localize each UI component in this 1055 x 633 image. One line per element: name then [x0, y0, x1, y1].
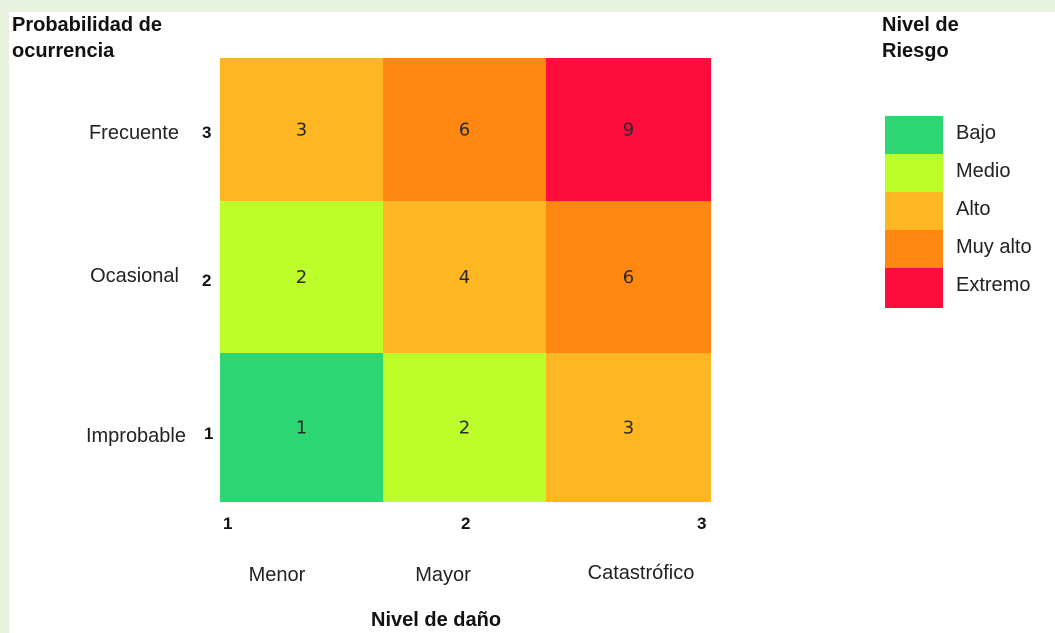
heatmap-cell-value-3-3: 9 [623, 120, 634, 141]
y-category-improbable: Improbable [85, 425, 186, 447]
x-category-mayor: Mayor [415, 564, 471, 586]
legend-label: Muy alto [956, 236, 1032, 258]
y-tick-2: 2 [202, 271, 212, 290]
heatmap-cell-value-3-2: 6 [623, 267, 634, 288]
heatmap-cell-value-2-2: 4 [459, 267, 470, 288]
legend-label: Bajo [956, 122, 997, 144]
legend-title-line1: Nivel de [882, 14, 959, 36]
legend-swatch [885, 192, 943, 230]
heatmap-cell-3-3 [546, 58, 711, 201]
x-tick-3: 3 [697, 514, 707, 533]
heatmap-cell-3-1 [546, 353, 711, 502]
heatmap-cell-value-3-1: 3 [623, 418, 634, 439]
heatmap-cell-1-2 [220, 201, 383, 353]
y-axis-title-line1: Probabilidad de [12, 14, 163, 36]
heatmap-cell-value-2-3: 6 [459, 120, 470, 141]
heatmap-cell-value-1-2: 2 [296, 267, 307, 288]
legend-title: Nivel de Riesgo [882, 12, 959, 64]
y-category-ocasional: Ocasional [90, 265, 179, 287]
x-axis-title: Nivel de daño [371, 609, 502, 631]
legend-swatch [885, 230, 943, 268]
heatmap-cell-value-1-1: 1 [296, 418, 307, 439]
legend-swatch [885, 116, 943, 154]
heatmap-cell-3-2 [546, 201, 711, 353]
heatmap-cell-1-1 [220, 353, 383, 502]
legend-label: Alto [956, 198, 991, 220]
chart-canvas: Probabilidad de ocurrencia Nivel de Ries… [9, 12, 1055, 633]
legend-title-line2: Riesgo [882, 40, 949, 62]
y-axis-title-line2: ocurrencia [12, 40, 115, 62]
heatmap-cell-2-3 [383, 58, 546, 201]
y-tick-3: 3 [202, 123, 212, 142]
x-tick-2: 2 [461, 514, 471, 533]
heatmap-cell-value-2-1: 2 [459, 418, 470, 439]
heatmap-cell-2-1 [383, 353, 546, 502]
heatmap-cell-value-1-3: 3 [296, 120, 307, 141]
legend-swatch [885, 154, 943, 192]
legend-label: Extremo [956, 274, 1031, 296]
heatmap-cell-1-3 [220, 58, 383, 201]
x-category-catastrofico: Catastrófico [587, 562, 695, 584]
legend-swatch [885, 268, 943, 308]
y-axis-title: Probabilidad de ocurrencia [12, 12, 162, 64]
y-tick-1: 1 [204, 424, 214, 443]
x-category-menor: Menor [248, 564, 306, 586]
legend-label: Medio [956, 160, 1011, 182]
y-category-frecuente: Frecuente [88, 122, 179, 144]
x-tick-1: 1 [223, 514, 233, 533]
heatmap-grid: 3 6 9 2 4 6 1 2 3 [220, 58, 711, 502]
heatmap-cell-2-2 [383, 201, 546, 353]
